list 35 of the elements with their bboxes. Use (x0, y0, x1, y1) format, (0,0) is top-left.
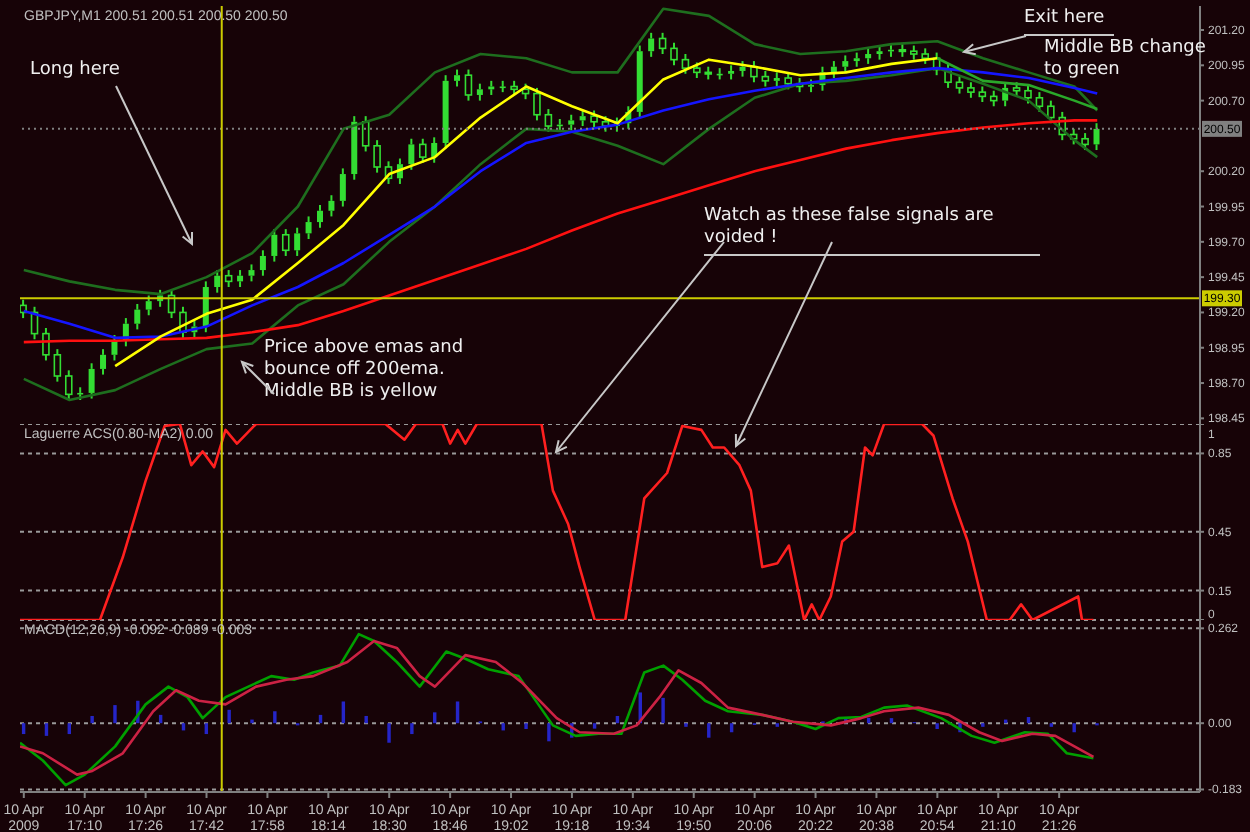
candlestick (339, 167, 346, 208)
candlestick (488, 79, 495, 96)
annotation: Middle BB change to green (1044, 38, 1206, 80)
candlestick (281, 228, 290, 257)
annotation: Watch as these false signals are voided ! (704, 206, 1040, 256)
annotation: Long here (30, 60, 122, 82)
candlestick (328, 194, 335, 218)
candlestick (865, 47, 872, 65)
candlestick (317, 204, 323, 229)
candlestick (670, 41, 678, 67)
candlestick (989, 89, 998, 108)
annotation: Price above emas and bounce off 200ema. Middle BB is yellow (264, 338, 466, 404)
candlestick (568, 113, 575, 132)
candlestick (728, 64, 735, 81)
candlestick (454, 68, 461, 88)
candlestick (224, 269, 233, 289)
candlestick (658, 31, 667, 56)
candlestick (1093, 122, 1100, 152)
candlestick (134, 302, 141, 331)
candlestick (648, 31, 655, 58)
candlestick (978, 85, 987, 104)
candlestick (476, 82, 483, 102)
annotation: Exit here (1024, 8, 1114, 36)
candlestick (248, 263, 255, 283)
candlestick (967, 81, 975, 99)
line-series (20, 424, 1095, 620)
candlestick (853, 51, 860, 68)
candlestick (305, 215, 312, 241)
candlestick (294, 226, 301, 257)
candlestick (773, 71, 780, 88)
candlestick (53, 348, 62, 383)
candlestick (373, 139, 381, 174)
candlestick (259, 249, 266, 277)
candlestick (100, 348, 107, 376)
candlestick (351, 115, 358, 181)
